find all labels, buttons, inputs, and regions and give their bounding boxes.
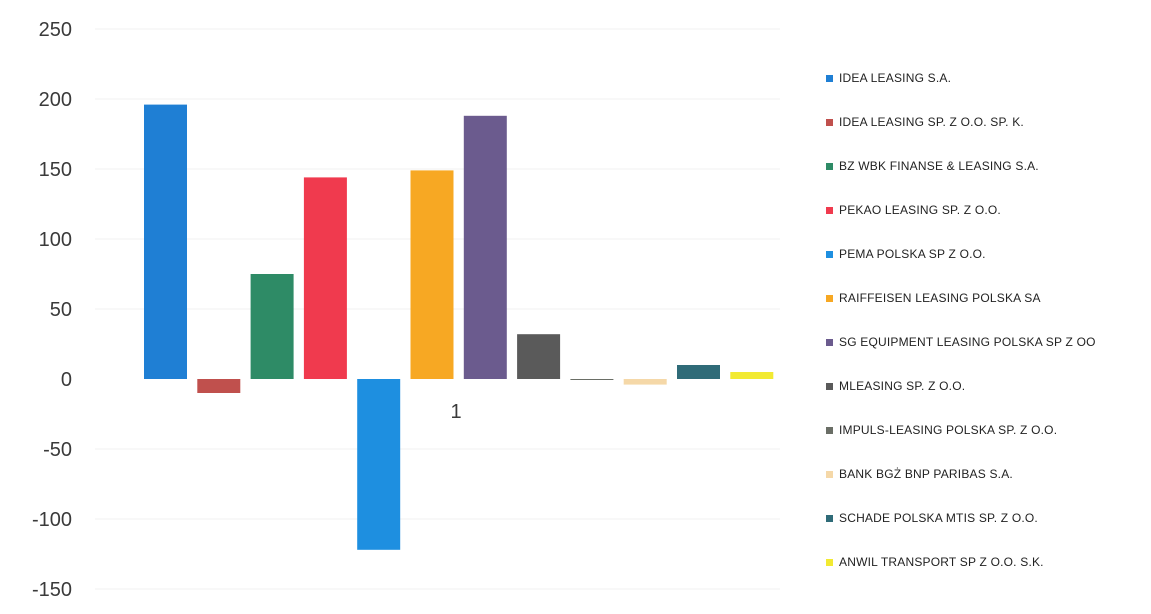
legend-item: BANK BGŻ BNP PARIBAS S.A. — [826, 467, 1013, 481]
legend-label: IDEA LEASING S.A. — [839, 71, 951, 85]
legend-item: PEMA POLSKA SP Z O.O. — [826, 247, 986, 261]
bar-7 — [463, 115, 507, 380]
bar-6 — [410, 170, 454, 379]
bar-10 — [623, 379, 667, 385]
legend-swatch — [826, 515, 833, 522]
legend-swatch — [826, 427, 833, 434]
legend-swatch — [826, 339, 833, 346]
legend-item: RAIFFEISEN LEASING POLSKA SA — [826, 291, 1041, 305]
y-axis: 250 200 150 100 50 0 -50 -100 -150 — [32, 19, 72, 601]
bar-9 — [570, 379, 614, 380]
bar-8 — [517, 334, 561, 379]
legend-swatch — [826, 251, 833, 258]
legend-item: IDEA LEASING SP. Z O.O. SP. K. — [826, 115, 1024, 129]
legend-item: IMPULS-LEASING POLSKA SP. Z O.O. — [826, 423, 1057, 437]
bar-5 — [357, 379, 401, 550]
legend-swatch — [826, 163, 833, 170]
legend-label: BANK BGŻ BNP PARIBAS S.A. — [839, 467, 1013, 481]
legend-item: IDEA LEASING S.A. — [826, 71, 951, 85]
bar-4 — [303, 177, 347, 379]
bar-12 — [730, 372, 774, 379]
legend-swatch — [826, 75, 833, 82]
bar-3 — [250, 274, 294, 379]
y-tick-label: 0 — [61, 369, 72, 391]
y-tick-label: 200 — [39, 89, 72, 111]
y-tick-label: 50 — [50, 299, 72, 321]
y-tick-label: 100 — [39, 229, 72, 251]
y-tick-label: 250 — [39, 19, 72, 41]
y-tick-label: -150 — [32, 579, 72, 601]
legend-label: IDEA LEASING SP. Z O.O. SP. K. — [839, 115, 1024, 129]
legend: IDEA LEASING S.A. IDEA LEASING SP. Z O.O.… — [826, 71, 1096, 569]
bar-1 — [144, 104, 187, 379]
legend-label: BZ WBK FINANSE & LEASING S.A. — [839, 159, 1039, 173]
legend-swatch — [826, 559, 833, 566]
legend-label: ANWIL TRANSPORT SP Z O.O. S.K. — [839, 555, 1044, 569]
legend-item: PEKAO LEASING SP. Z O.O. — [826, 203, 1001, 217]
legend-item: MLEASING SP. Z O.O. — [826, 379, 965, 393]
legend-swatch — [826, 471, 833, 478]
legend-swatch — [826, 207, 833, 214]
bar-11 — [677, 365, 720, 379]
x-tick-label: 1 — [450, 401, 461, 423]
legend-label: MLEASING SP. Z O.O. — [839, 379, 965, 393]
legend-label: SG EQUIPMENT LEASING POLSKA SP Z OO — [839, 335, 1096, 349]
legend-label: PEKAO LEASING SP. Z O.O. — [839, 203, 1001, 217]
legend-swatch — [826, 119, 833, 126]
legend-label: IMPULS-LEASING POLSKA SP. Z O.O. — [839, 423, 1057, 437]
legend-item: ANWIL TRANSPORT SP Z O.O. S.K. — [826, 555, 1044, 569]
bars — [144, 104, 774, 550]
y-tick-label: -50 — [43, 439, 72, 461]
x-axis: 1 — [450, 401, 461, 423]
legend-item: SG EQUIPMENT LEASING POLSKA SP Z OO — [826, 335, 1096, 349]
bar-2 — [197, 379, 241, 393]
legend-swatch — [826, 383, 833, 390]
legend-label: PEMA POLSKA SP Z O.O. — [839, 247, 986, 261]
y-tick-label: -100 — [32, 509, 72, 531]
y-tick-label: 150 — [39, 159, 72, 181]
legend-label: RAIFFEISEN LEASING POLSKA SA — [839, 291, 1041, 305]
legend-item: BZ WBK FINANSE & LEASING S.A. — [826, 159, 1039, 173]
legend-item: SCHADE POLSKA MTIS SP. Z O.O. — [826, 511, 1038, 525]
legend-swatch — [826, 295, 833, 302]
legend-label: SCHADE POLSKA MTIS SP. Z O.O. — [839, 511, 1038, 525]
